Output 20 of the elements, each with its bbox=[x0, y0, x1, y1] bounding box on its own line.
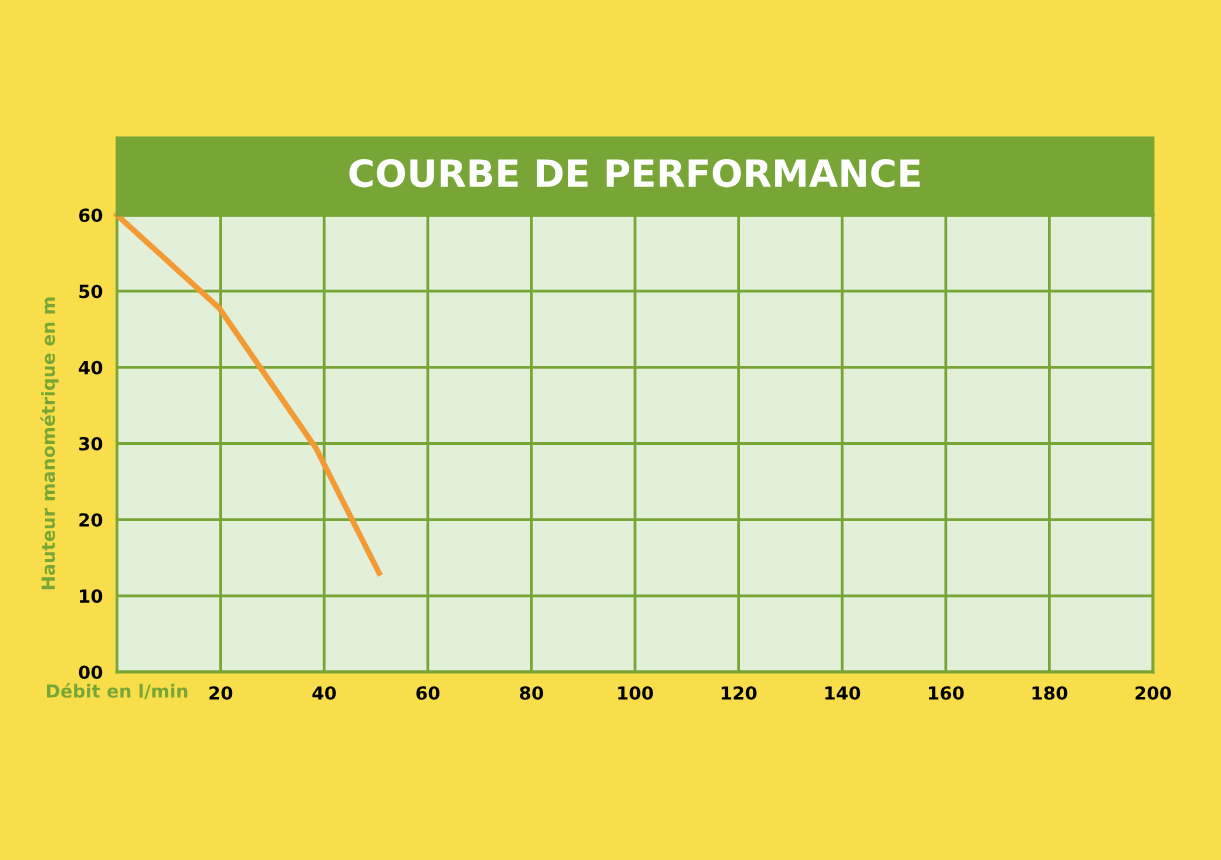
y-tick-label: 00 bbox=[78, 665, 103, 680]
chart-title: COURBE DE PERFORMANCE bbox=[349, 159, 920, 188]
x-tick-label: 60 bbox=[416, 686, 440, 700]
y-tick-label: 20 bbox=[79, 513, 103, 527]
x-tick-label: 100 bbox=[618, 686, 653, 700]
x-tick-label: 140 bbox=[825, 686, 861, 700]
y-tick-label: 50 bbox=[79, 284, 103, 299]
y-tick-label: 40 bbox=[78, 360, 103, 375]
y-tick-label: 30 bbox=[79, 436, 103, 451]
y-tick-label: 10 bbox=[80, 589, 103, 603]
x-tick-label: 160 bbox=[928, 686, 964, 700]
x-tick-label: 180 bbox=[1032, 686, 1068, 700]
y-tick-label: 60 bbox=[79, 208, 103, 223]
y-axis-title: Hauteur manométrique en m bbox=[40, 297, 59, 590]
x-tick-label: 80 bbox=[519, 686, 544, 700]
x-tick-label: 120 bbox=[721, 686, 757, 700]
x-tick-label: 20 bbox=[209, 686, 233, 700]
x-tick-label: 40 bbox=[312, 686, 336, 700]
x-axis-title: Débit en l/min bbox=[47, 683, 188, 700]
x-tick-label: 200 bbox=[1135, 686, 1171, 700]
